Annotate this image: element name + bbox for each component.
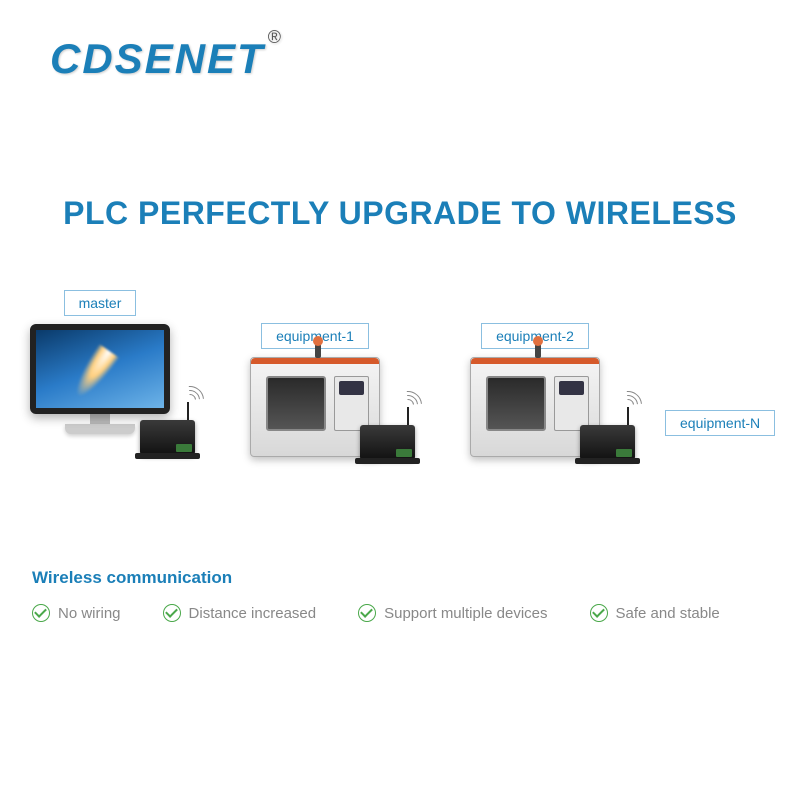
node-equipment-n: equipment-N (665, 410, 775, 444)
wireless-device-icon (140, 420, 195, 455)
feature-label: Distance increased (189, 605, 317, 622)
feature-item: Support multiple devices (358, 604, 547, 622)
check-icon (163, 604, 181, 622)
brand-text: CDSENET (50, 35, 265, 82)
feature-item: Distance increased (163, 604, 317, 622)
registered-icon: ® (268, 27, 283, 47)
subtitle: Wireless communication (32, 568, 232, 588)
wireless-device-icon (360, 425, 415, 460)
wireless-signal-icon (169, 379, 211, 421)
node-master: master (30, 290, 170, 424)
feature-label: Safe and stable (616, 605, 720, 622)
headline: PLC PERFECTLY UPGRADE TO WIRELESS (0, 195, 800, 232)
monitor-icon (30, 324, 170, 424)
check-icon (590, 604, 608, 622)
feature-item: No wiring (32, 604, 121, 622)
feature-label: No wiring (58, 605, 121, 622)
features-row: No wiring Distance increased Support mul… (32, 604, 720, 622)
check-icon (32, 604, 50, 622)
feature-item: Safe and stable (590, 604, 720, 622)
node-master-label: master (64, 290, 137, 316)
feature-label: Support multiple devices (384, 605, 547, 622)
wireless-diagram: master equipment-1 equipment-2 equipment… (0, 290, 800, 540)
check-icon (358, 604, 376, 622)
brand-logo: CDSENET® (50, 35, 283, 83)
wireless-device-icon (580, 425, 635, 460)
node-equipment-n-label: equipment-N (665, 410, 775, 436)
